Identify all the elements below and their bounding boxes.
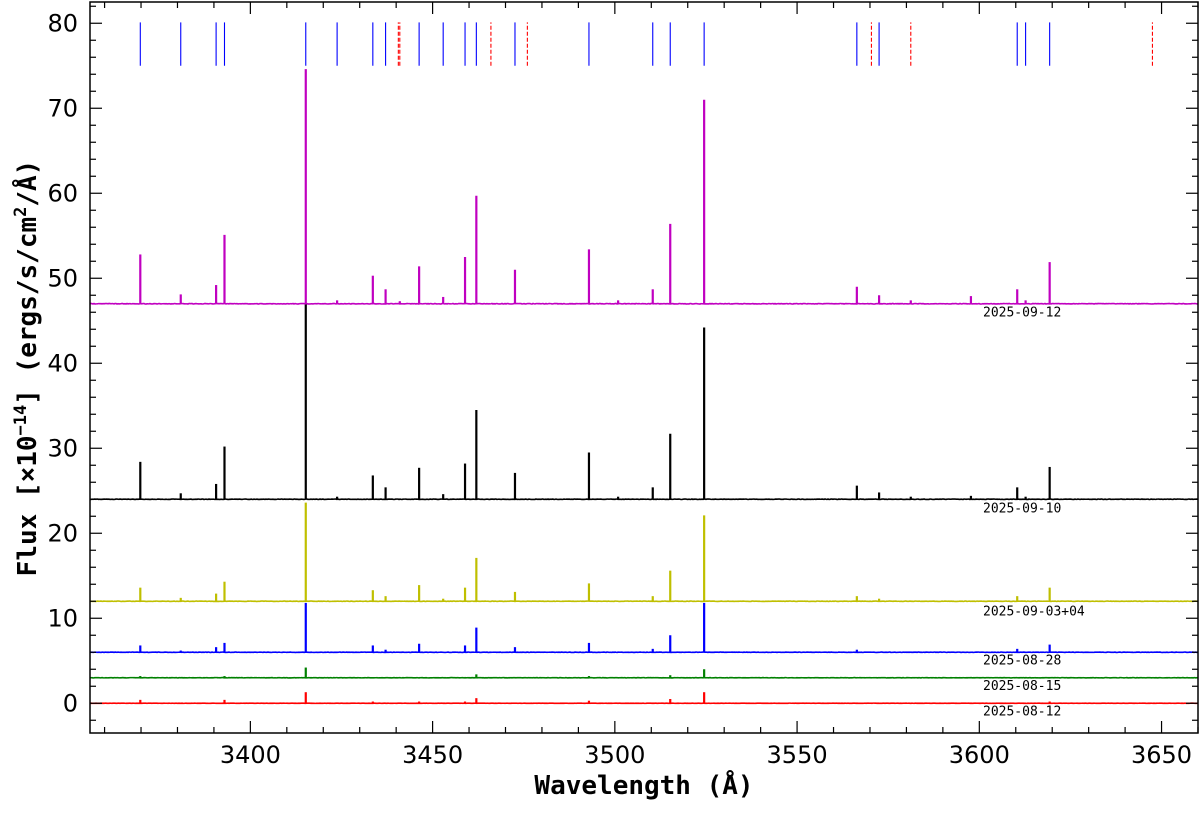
y-tick-label: 60 xyxy=(47,179,78,207)
y-axis-label: Flux [×10−14] (ergs/s/cm2/Å) xyxy=(11,160,43,577)
epoch-label: 2025-09-03+04 xyxy=(983,604,1085,619)
series-2025-08-12 xyxy=(90,692,1198,705)
epoch-label: 2025-09-10 xyxy=(983,501,1061,516)
series-2025-09-12 xyxy=(90,69,1198,305)
y-tick-label: 50 xyxy=(47,264,78,292)
plot-frame xyxy=(89,1,1199,734)
y-axis-label-exponent-2: 2 xyxy=(11,207,31,217)
y-axis-label-exponent: −14 xyxy=(11,405,31,436)
epoch-label: 2025-08-28 xyxy=(983,653,1061,668)
epoch-labels: 2025-08-12 2025-08-15 2025-08-28 2025-09-03… xyxy=(983,306,1085,720)
spectra-layer xyxy=(90,69,1198,705)
x-tick-label: 3500 xyxy=(584,741,645,769)
y-tick-label: 10 xyxy=(47,604,78,632)
y-tick-label: 40 xyxy=(47,349,78,377)
series-2025-08-28 xyxy=(90,602,1198,654)
y-tick-label: 30 xyxy=(47,434,78,462)
axis-ticks: 3400 3450 3500 3550 3600 3650 0 10 20 30 40 50 60 70 8… xyxy=(47,2,1199,769)
y-axis-label-prefix: Flux [×10 xyxy=(13,435,43,576)
x-tick-label: 3550 xyxy=(767,741,828,769)
y-tick-label: 0 xyxy=(63,689,78,717)
x-tick-label: 3600 xyxy=(949,741,1010,769)
y-axis-label-units: ] (ergs/s/cm xyxy=(13,217,43,405)
continuum-2025-09-12 xyxy=(90,302,1198,305)
series-2025-09-10 xyxy=(90,303,1198,501)
epoch-label: 2025-08-12 xyxy=(983,704,1061,719)
x-axis-label: Wavelength (Å) xyxy=(534,769,753,801)
x-tick-label: 3650 xyxy=(1131,741,1192,769)
y-axis-label-end: /Å) xyxy=(11,160,43,207)
line-identification-markers xyxy=(139,22,1153,66)
y-tick-label: 80 xyxy=(47,9,78,37)
y-tick-label: 20 xyxy=(47,519,78,547)
x-tick-label: 3450 xyxy=(402,741,463,769)
epoch-label: 2025-08-15 xyxy=(983,679,1061,694)
series-2025-08-15 xyxy=(90,667,1198,679)
y-tick-label: 70 xyxy=(47,94,78,122)
series-2025-09-03+04 xyxy=(90,502,1198,603)
epoch-label: 2025-09-12 xyxy=(983,306,1061,321)
x-tick-label: 3400 xyxy=(220,741,281,769)
